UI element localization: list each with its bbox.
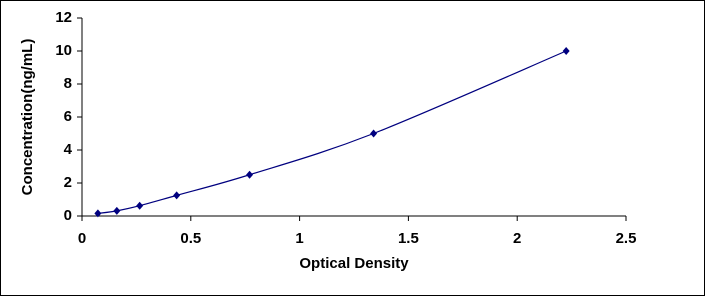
y-tick-label: 6 <box>64 108 72 125</box>
x-tick-label: 2 <box>513 230 521 247</box>
x-tick-label: 1 <box>295 230 303 247</box>
y-tick-label: 4 <box>64 141 73 158</box>
data-point <box>562 47 570 55</box>
data-point <box>136 201 144 210</box>
x-tick-label: 0 <box>78 230 86 247</box>
x-tick-label: 1.5 <box>398 230 419 247</box>
data-point <box>94 209 102 218</box>
x-tick-label: 0.5 <box>180 230 201 247</box>
data-point <box>370 129 378 138</box>
data-point <box>246 170 254 179</box>
y-tick-label: 8 <box>64 75 72 92</box>
y-tick-label: 12 <box>55 9 72 26</box>
data-point <box>173 191 181 200</box>
y-tick-label: 0 <box>64 207 72 224</box>
x-axis-label: Optical Density <box>299 255 409 272</box>
x-tick-label: 2.5 <box>616 230 637 247</box>
y-axis-label: Concentration(ng/mL) <box>19 39 36 196</box>
y-tick-label: 2 <box>64 174 72 191</box>
data-point <box>113 206 121 215</box>
y-tick-label: 10 <box>55 42 72 59</box>
